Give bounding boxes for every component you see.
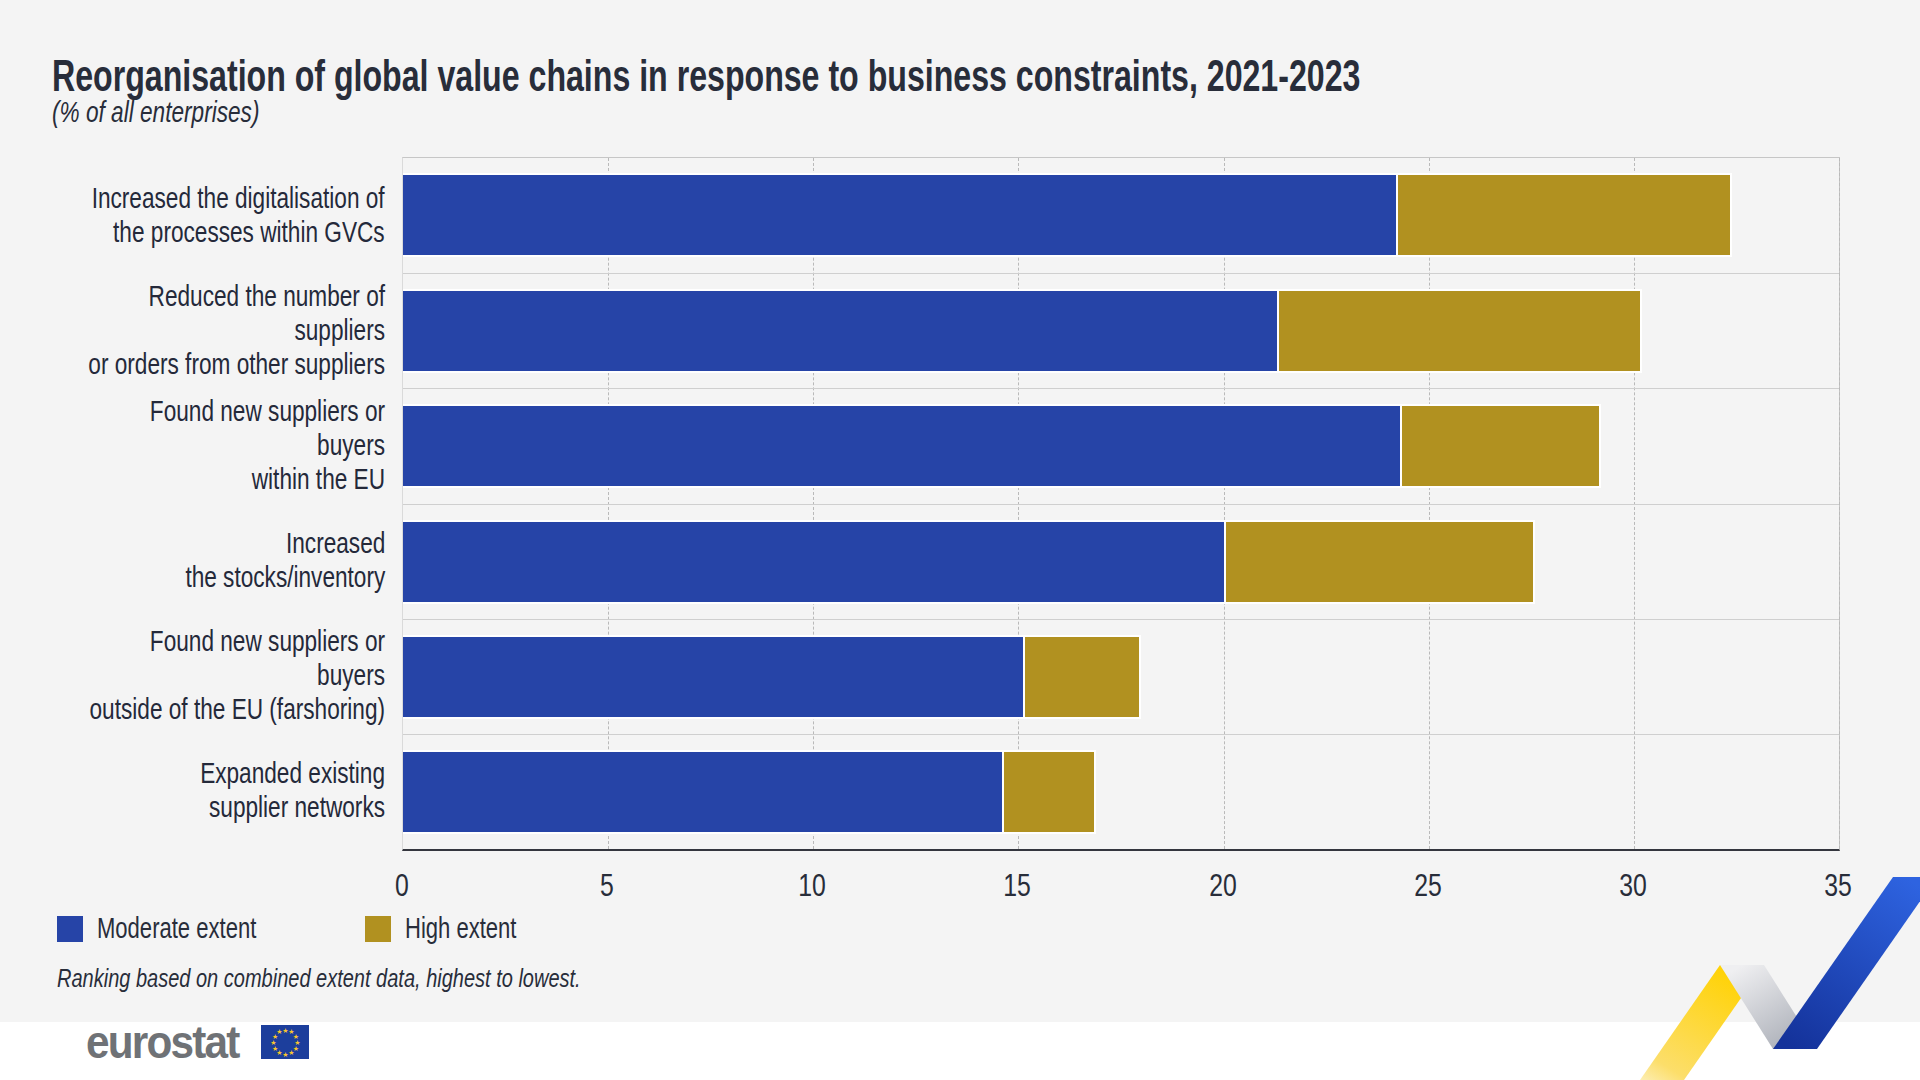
bar-track	[403, 635, 1141, 719]
x-tick-label: 20	[1209, 868, 1237, 904]
x-tick-label: 35	[1824, 868, 1852, 904]
chart-subtitle: (% of all enterprises)	[52, 96, 259, 129]
bar-high-extent	[1025, 637, 1140, 717]
bar-moderate-extent	[403, 406, 1400, 486]
bar-track	[403, 520, 1535, 604]
x-axis: 0 5 10 15 20 25 30 35	[0, 868, 1920, 910]
bar-high-extent	[1398, 175, 1730, 255]
bar-moderate-extent	[403, 637, 1023, 717]
flag-star-icon: ★	[270, 1038, 277, 1045]
bar-high-extent	[1402, 406, 1599, 486]
footnote: Ranking based on combined extent data, h…	[57, 964, 581, 993]
category-label: Increased the digitalisation of the proc…	[0, 157, 385, 272]
category-label-text: Reduced the number of suppliers or order…	[85, 279, 385, 381]
category-label-text: Expanded existing supplier networks	[200, 756, 385, 824]
legend-swatch	[57, 916, 83, 942]
flag-star-icon: ★	[276, 1028, 283, 1035]
eu-flag-icon: ★★★★★★★★★★★★	[261, 1025, 309, 1059]
bar-track	[403, 404, 1601, 488]
category-label: Found new suppliers or buyers outside of…	[0, 618, 385, 733]
bar-moderate-extent	[403, 175, 1396, 255]
bar-track	[403, 750, 1096, 834]
bar-track	[403, 173, 1732, 257]
category-label-text: Increased the stocks/inventory	[185, 526, 385, 594]
bar-row	[403, 734, 1839, 849]
bar-moderate-extent	[403, 522, 1224, 602]
bar-high-extent	[1226, 522, 1534, 602]
bar-track	[403, 289, 1642, 373]
gridline	[1839, 158, 1840, 849]
x-tick-label: 30	[1619, 868, 1647, 904]
legend-item: Moderate extent	[57, 912, 307, 945]
category-label: Increased the stocks/inventory	[0, 503, 385, 618]
plot-area	[402, 157, 1840, 851]
legend-label: Moderate extent	[97, 912, 256, 945]
eurostat-logo-text: eurostat	[86, 1014, 238, 1069]
flag-star-icon: ★	[282, 1050, 289, 1057]
x-tick-label: 10	[798, 868, 826, 904]
category-label: Expanded existing supplier networks	[0, 733, 385, 848]
bar-row	[403, 504, 1839, 619]
bar-row	[403, 158, 1839, 273]
eurostat-logo: eurostat ★★★★★★★★★★★★	[86, 1014, 309, 1069]
bar-row	[403, 273, 1839, 388]
bar-high-extent	[1279, 291, 1640, 371]
legend-item: High extent	[365, 912, 552, 945]
page-title: Reorganisation of global value chains in…	[52, 51, 1360, 101]
flag-star-icon: ★	[272, 1044, 279, 1051]
legend-swatch	[365, 916, 391, 942]
bar-moderate-extent	[403, 752, 1002, 832]
category-label-text: Found new suppliers or buyers outside of…	[85, 624, 385, 726]
flag-star-icon: ★	[288, 1048, 295, 1055]
x-tick-label: 0	[395, 868, 409, 904]
category-label-text: Found new suppliers or buyers within the…	[85, 394, 385, 496]
legend-label: High extent	[405, 912, 516, 945]
bar-row	[403, 388, 1839, 503]
category-label-text: Increased the digitalisation of the proc…	[92, 181, 385, 249]
bar-moderate-extent	[403, 291, 1277, 371]
category-label: Found new suppliers or buyers within the…	[0, 387, 385, 502]
x-tick-label: 5	[600, 868, 614, 904]
x-tick-label: 15	[1004, 868, 1032, 904]
category-label: Reduced the number of suppliers or order…	[0, 272, 385, 387]
x-tick-label: 25	[1414, 868, 1442, 904]
legend: Moderate extent High extent	[57, 912, 551, 945]
bar-high-extent	[1004, 752, 1094, 832]
bar-row	[403, 619, 1839, 734]
